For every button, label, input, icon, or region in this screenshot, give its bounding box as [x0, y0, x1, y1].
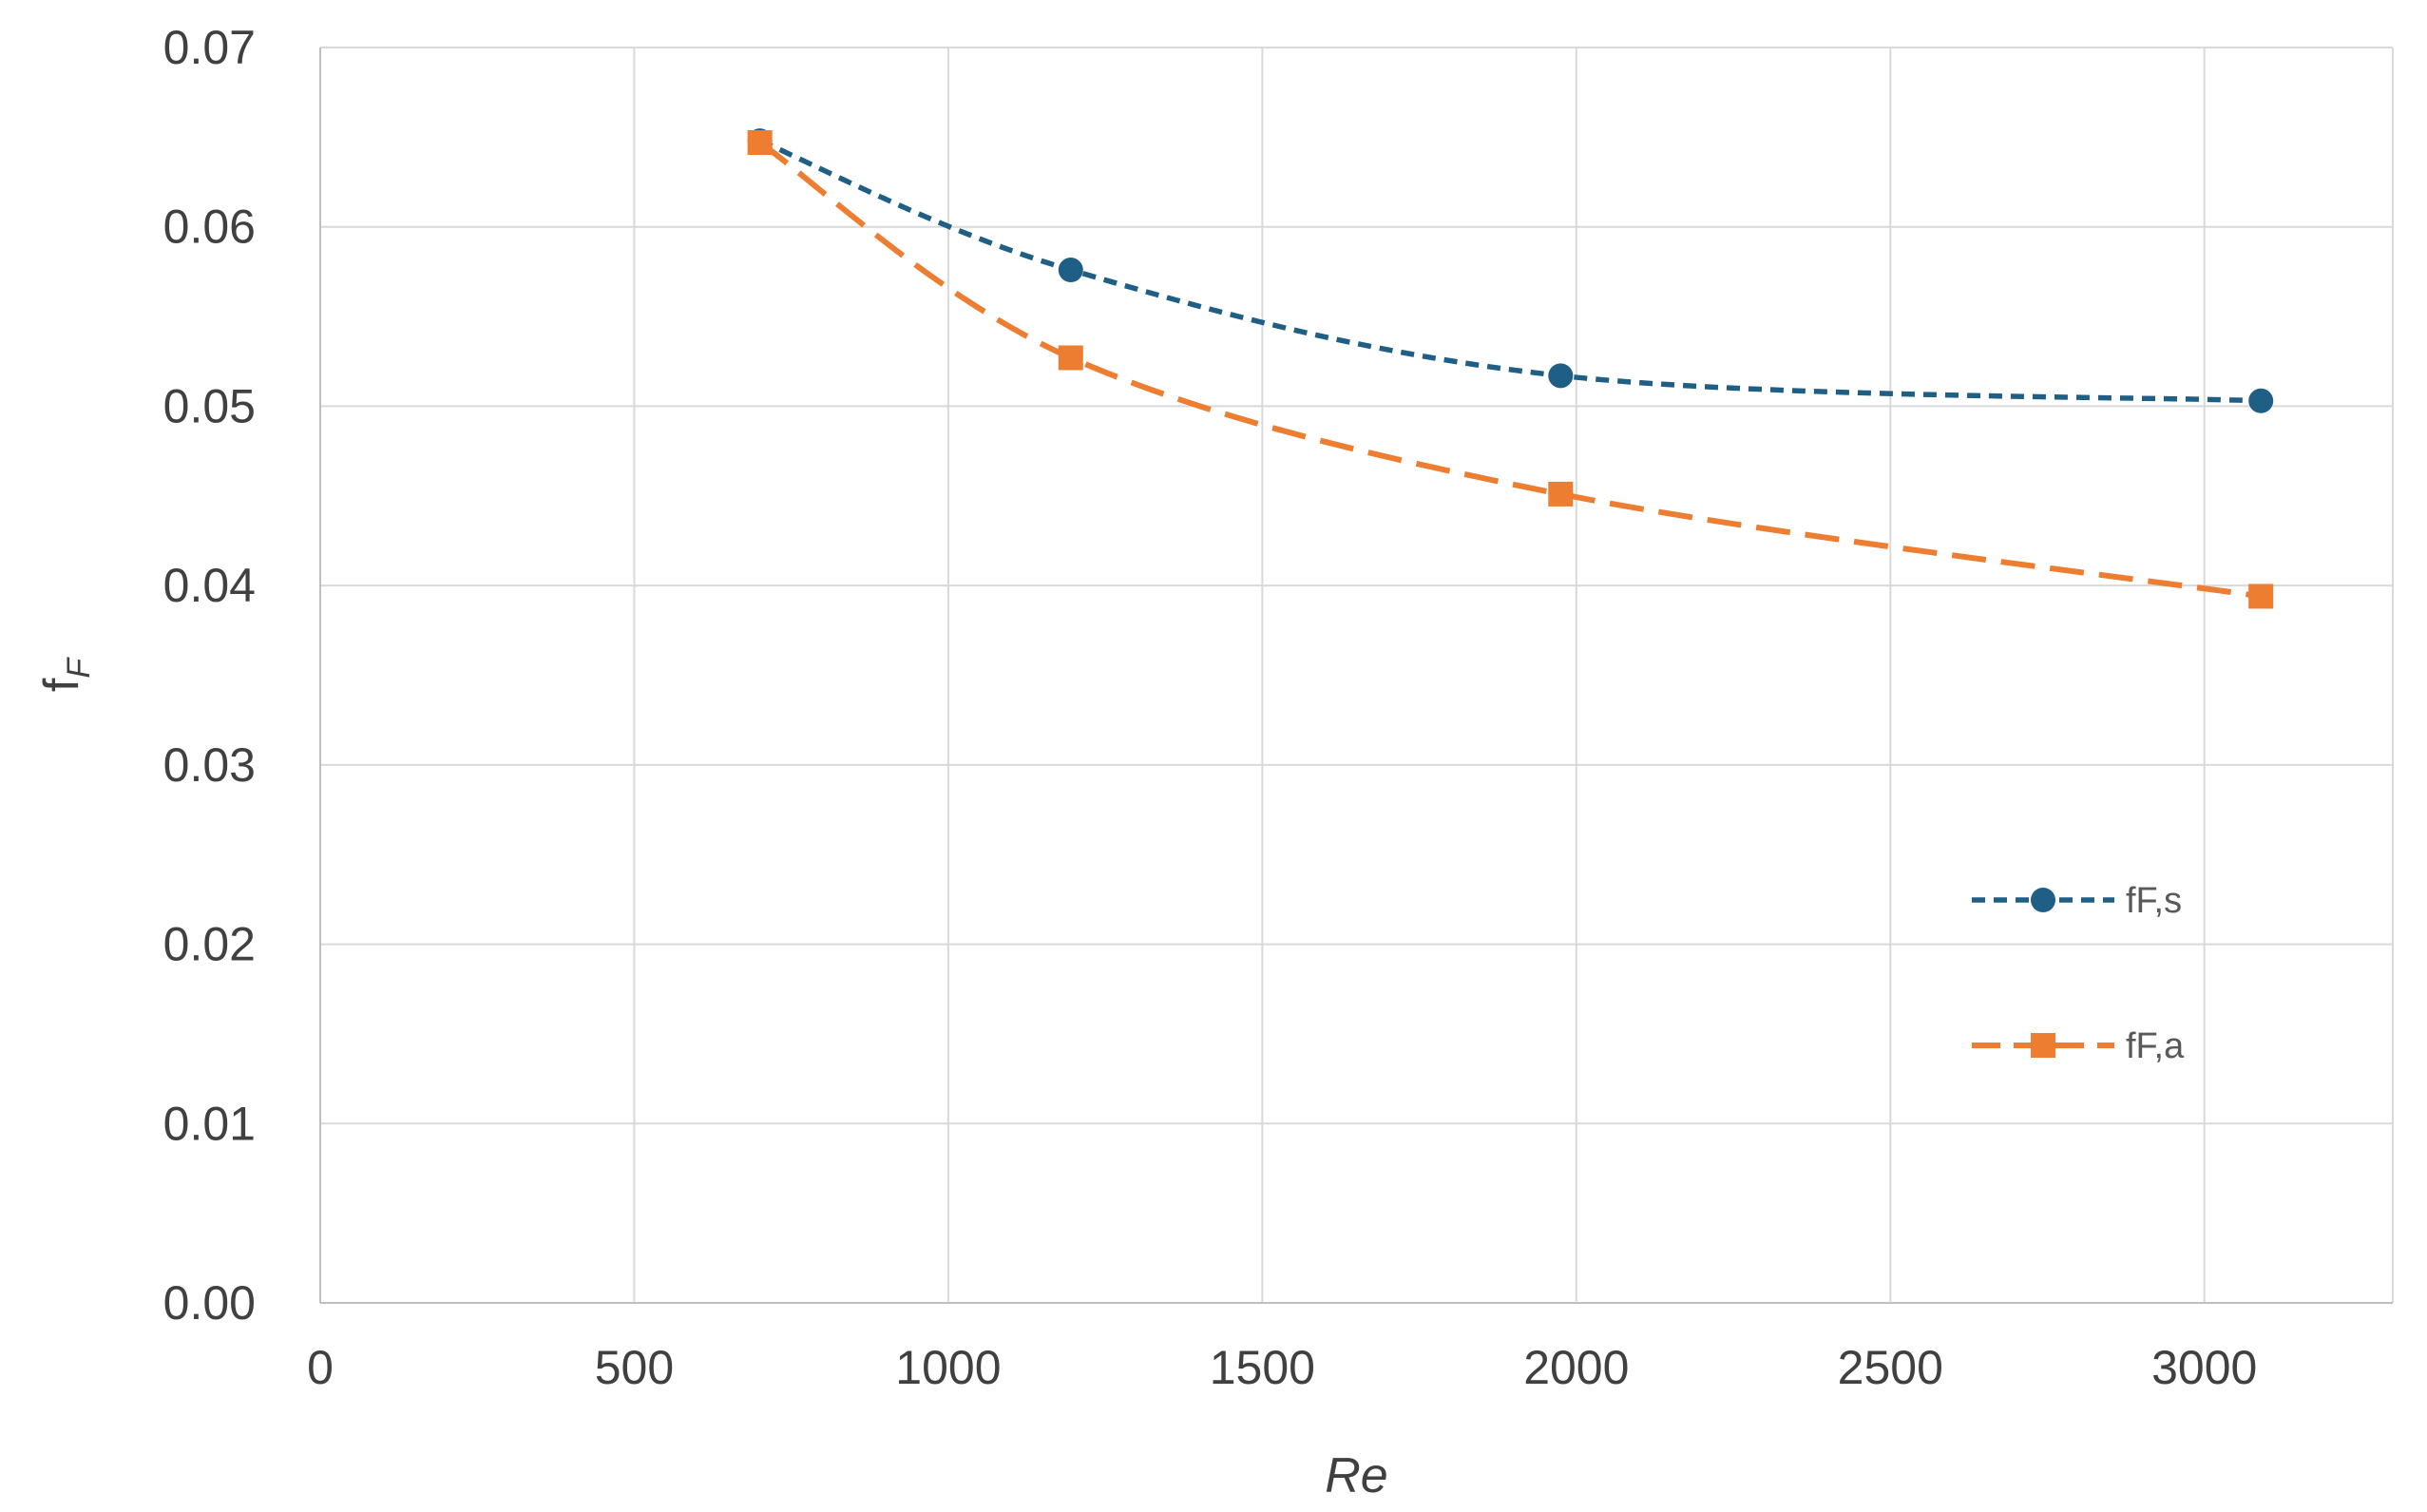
data-point-square [747, 130, 773, 156]
y-tick-label: 0.06 [163, 201, 256, 254]
y-tick-label: 0.00 [163, 1276, 256, 1330]
y-tick-label: 0.03 [163, 738, 256, 792]
x-tick-label: 1500 [1210, 1341, 1315, 1394]
y-axis-title-main: f [34, 678, 89, 692]
data-point-square [1548, 481, 1574, 507]
data-point-square [2248, 584, 2274, 609]
legend-label: fF,a [2126, 1026, 2185, 1066]
x-tick-label: 3000 [2151, 1341, 2257, 1394]
data-series [747, 128, 2274, 609]
x-tick-label: 2500 [1838, 1341, 1943, 1394]
x-axis-title: Re [1325, 1448, 1387, 1503]
series-1 [747, 128, 2274, 413]
y-axis-title: fF [34, 657, 97, 692]
y-tick-label: 0.01 [163, 1097, 256, 1150]
y-tick-label: 0.02 [163, 918, 256, 971]
legend-entry: fF,a [1972, 1026, 2185, 1066]
data-point-square [1058, 345, 1083, 371]
legend-label: fF,s [2126, 881, 2182, 921]
series-line [758, 138, 2262, 404]
y-tick-label: 0.04 [163, 559, 256, 612]
x-tick-label: 500 [595, 1341, 674, 1394]
data-point-circle [1058, 258, 1083, 283]
legend-marker-square [2031, 1033, 2055, 1058]
legend-marker-circle [2031, 888, 2055, 912]
y-tick-label: 0.07 [163, 21, 256, 74]
x-tick-label: 0 [307, 1341, 334, 1394]
axes: 0 500 1000 1500 2000 2500 3000 0.00 0.01 0.02 0.03… [163, 21, 2393, 1394]
grid [320, 47, 2394, 1303]
y-tick-label: 0.05 [163, 379, 256, 432]
data-point-circle [1548, 363, 1574, 389]
y-axis-title-subscript: F [61, 657, 97, 679]
legend-entry: fF,s [1972, 881, 2182, 921]
x-tick-label: 2000 [1523, 1341, 1629, 1394]
series-2 [747, 130, 2274, 609]
legend: fF,s fF,a [1972, 881, 2185, 1066]
x-tick-label: 1000 [895, 1341, 1001, 1394]
data-point-circle [2248, 388, 2274, 413]
